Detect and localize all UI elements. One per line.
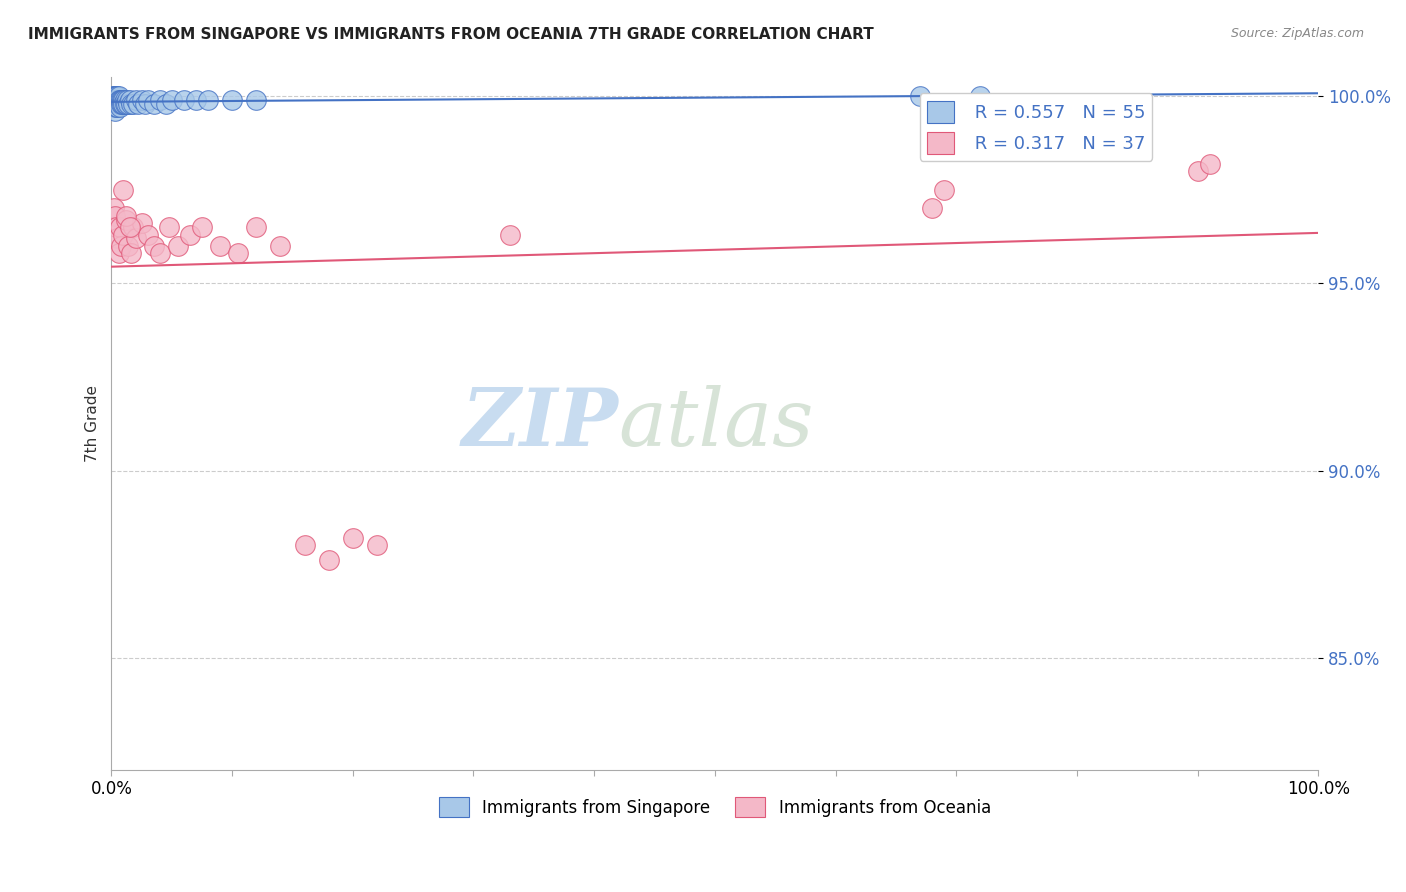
Point [117, 239, 139, 253]
Point [934, 183, 956, 197]
Point [245, 220, 267, 235]
Point [136, 227, 159, 242]
Text: atlas: atlas [619, 385, 814, 462]
Point [107, 246, 129, 260]
Point [366, 538, 388, 552]
Point [110, 239, 132, 253]
Point [114, 93, 136, 107]
Point [131, 216, 153, 230]
Point [342, 531, 364, 545]
Point [105, 100, 128, 114]
Point [112, 93, 135, 107]
Point [112, 227, 135, 242]
Point [157, 220, 180, 235]
Point [155, 96, 177, 111]
Point [117, 96, 139, 111]
Point [179, 227, 201, 242]
Point [108, 93, 131, 107]
Point [107, 100, 129, 114]
Point [105, 89, 128, 103]
Point [127, 96, 149, 111]
Point [191, 220, 214, 235]
Point [908, 89, 931, 103]
Point [131, 93, 153, 107]
Point [103, 96, 125, 111]
Point [921, 202, 943, 216]
Point [101, 93, 124, 107]
Point [103, 89, 125, 103]
Point [111, 93, 134, 107]
Point [101, 89, 124, 103]
Point [104, 96, 127, 111]
Point [115, 209, 138, 223]
Point [122, 96, 145, 111]
Point [104, 209, 127, 223]
Point [134, 96, 156, 111]
Point [107, 93, 129, 107]
Point [103, 202, 125, 216]
Point [245, 93, 267, 107]
Text: IMMIGRANTS FROM SINGAPORE VS IMMIGRANTS FROM OCEANIA 7TH GRADE CORRELATION CHART: IMMIGRANTS FROM SINGAPORE VS IMMIGRANTS … [28, 27, 875, 42]
Point [149, 93, 172, 107]
Point [110, 93, 132, 107]
Point [142, 239, 165, 253]
Point [120, 96, 142, 111]
Point [173, 93, 195, 107]
Point [499, 227, 522, 242]
Point [197, 93, 219, 107]
Text: Source: ZipAtlas.com: Source: ZipAtlas.com [1230, 27, 1364, 40]
Point [118, 93, 141, 107]
Point [142, 96, 165, 111]
Point [103, 93, 125, 107]
Point [221, 93, 243, 107]
Point [110, 96, 132, 111]
Point [226, 246, 249, 260]
Point [105, 220, 128, 235]
Point [111, 96, 134, 111]
Point [122, 220, 145, 235]
Legend: Immigrants from Singapore, Immigrants from Oceania: Immigrants from Singapore, Immigrants fr… [432, 790, 997, 824]
Point [112, 183, 135, 197]
Point [107, 93, 129, 107]
Point [104, 100, 127, 114]
Point [318, 553, 340, 567]
Point [108, 220, 131, 235]
Point [1198, 156, 1220, 170]
Point [969, 89, 991, 103]
Point [108, 100, 131, 114]
Point [120, 246, 142, 260]
Point [115, 96, 138, 111]
Point [208, 239, 231, 253]
Point [184, 93, 207, 107]
Point [149, 246, 172, 260]
Point [105, 96, 128, 111]
Point [107, 89, 129, 103]
Point [166, 239, 188, 253]
Point [294, 538, 316, 552]
Point [115, 93, 138, 107]
Point [107, 231, 129, 245]
Point [107, 96, 129, 111]
Point [269, 239, 291, 253]
Point [104, 104, 127, 119]
Point [115, 212, 138, 227]
Point [124, 93, 146, 107]
Point [104, 89, 127, 103]
Point [160, 93, 183, 107]
Point [105, 93, 128, 107]
Point [107, 96, 129, 111]
Point [104, 93, 127, 107]
Point [124, 231, 146, 245]
Point [103, 100, 125, 114]
Text: ZIP: ZIP [461, 385, 619, 462]
Point [108, 96, 131, 111]
Point [114, 96, 136, 111]
Point [118, 220, 141, 235]
Y-axis label: 7th Grade: 7th Grade [86, 385, 100, 462]
Point [107, 89, 129, 103]
Point [112, 96, 135, 111]
Point [136, 93, 159, 107]
Point [1187, 164, 1209, 178]
